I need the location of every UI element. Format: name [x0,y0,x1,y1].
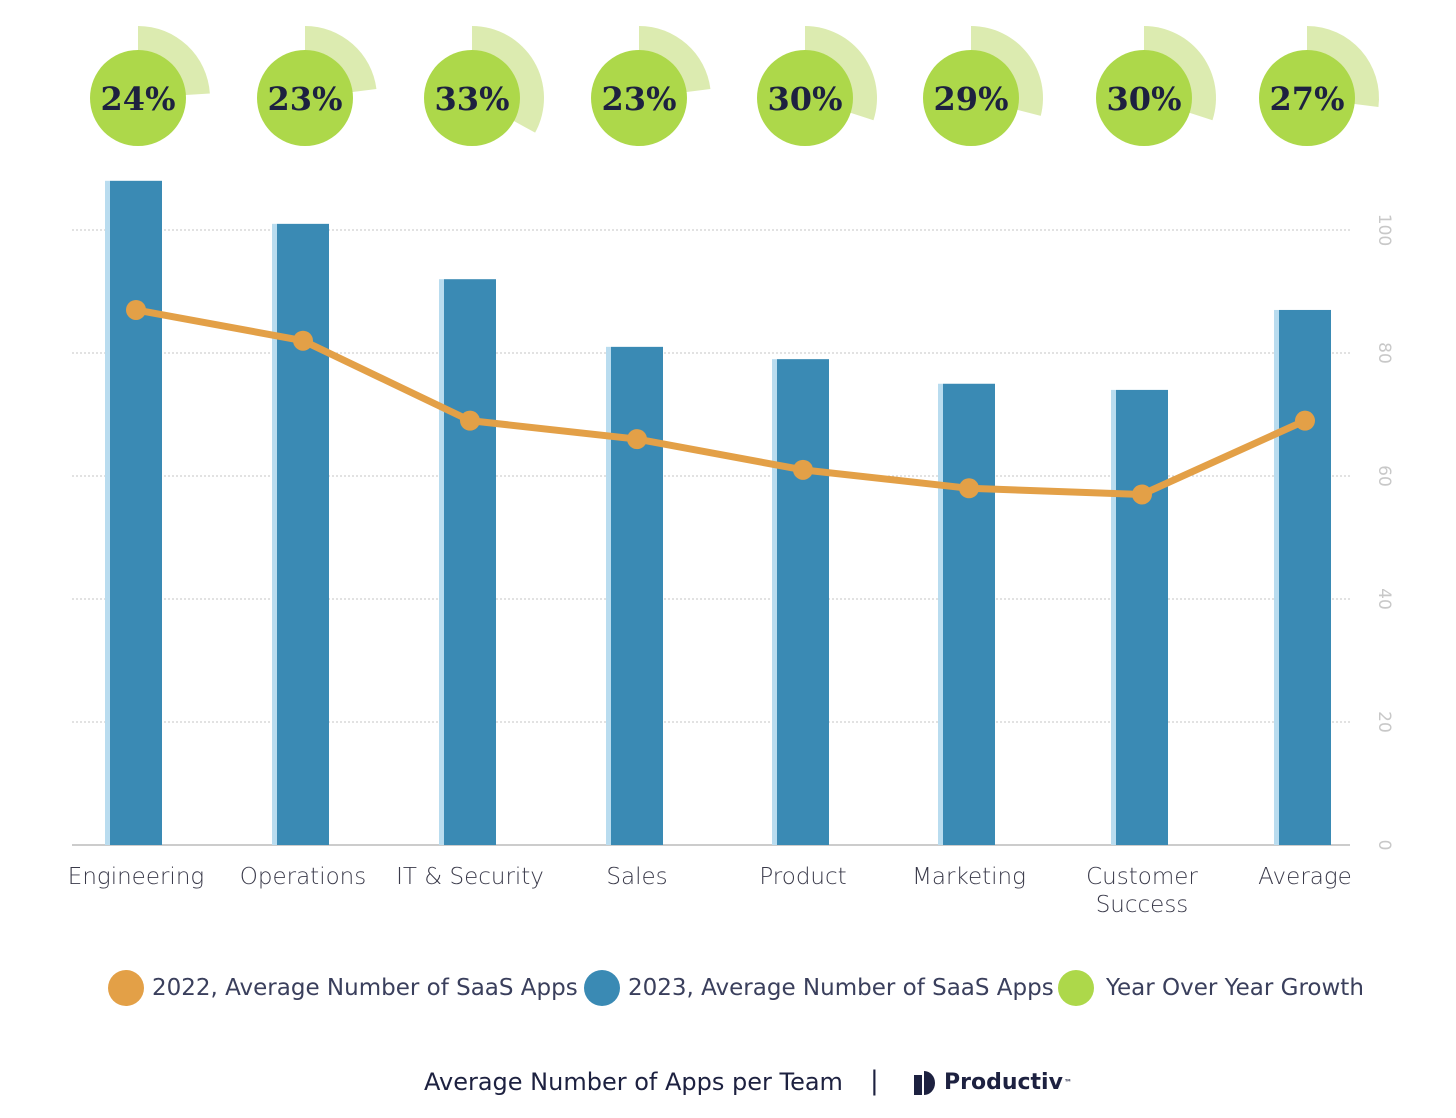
bar-highlight-5 [938,383,943,845]
x-tick-label-0: Engineering [68,864,204,890]
growth-circle-3 [591,50,687,146]
growth-label-6: 30% [1107,80,1182,118]
line-2022-point-2 [460,410,480,431]
line-2022-point-1 [293,330,313,351]
growth-label-1: 23% [268,80,343,118]
brand-name: Productiv [944,1070,1063,1095]
y-tick-label-80: 80 [1374,342,1394,364]
brand-logo: Productiv ™ [914,1070,1072,1095]
bar-2023-1 [277,223,329,846]
line-2022-point-7 [1295,410,1315,431]
productiv-logo-icon [914,1070,935,1095]
legend-item-2022: 2022, Average Number of SaaS Apps [108,968,578,1008]
bar-2023-4 [777,359,829,845]
x-tick-label-6: Customer Success [1086,864,1198,918]
legend-label-growth: Year Over Year Growth [1106,975,1364,1001]
growth-circle-4 [757,50,853,146]
bar-2023-2 [444,279,496,845]
line-2022-point-0 [126,299,146,320]
bar-highlight-1 [272,223,277,846]
footer: Average Number of Apps per Team | Produc… [0,1066,1456,1106]
x-tick-label-3: Sales [606,864,667,890]
y-tick-label-60: 60 [1374,465,1394,487]
line-2022-point-6 [1132,484,1152,505]
growth-circle-0 [90,50,186,146]
x-axis-labels: Engineering Operations IT & Security Sales P… [68,864,1352,918]
legend: 2022, Average Number of SaaS Apps 2023, … [0,968,1456,1008]
growth-indicators: 24% 23% 33% 23% 30% 29% 30% 27% [90,26,1379,146]
growth-label-2: 33% [435,80,510,118]
line-series-2022 [126,299,1315,505]
bar-2023-3 [611,346,663,845]
x-tick-label-5: Marketing [912,864,1026,890]
y-axis-labels: 0 20 40 60 80 100 [1374,214,1394,851]
bar-highlight-3 [606,346,611,845]
legend-label-2023: 2023, Average Number of SaaS Apps [628,975,1054,1001]
y-tick-label-40: 40 [1374,588,1394,610]
growth-circle-2 [424,50,520,146]
growth-circle-1 [257,50,353,146]
growth-label-0: 24% [101,80,176,118]
growth-circle-6 [1096,50,1192,146]
legend-label-2022: 2022, Average Number of SaaS Apps [152,975,578,1001]
legend-swatch-2022 [108,970,144,1006]
bar-highlight-2 [439,279,444,845]
y-tick-label-0: 0 [1374,840,1394,851]
chart: 24% 23% 33% 23% 30% 29% 30% 27% Engineering Oper… [68,26,1394,918]
legend-item-2023: 2023, Average Number of SaaS Apps [584,968,1054,1008]
bar-2023-5 [943,383,995,845]
growth-circle-5 [923,50,1019,146]
legend-item-growth: Year Over Year Growth [1058,968,1364,1008]
footer-separator: | [870,1066,879,1096]
bar-series-2023 [105,180,1331,846]
bar-highlight-7 [1274,309,1279,845]
line-2022-point-3 [627,429,647,450]
line-2022-point-5 [959,478,979,499]
chart-title: Average Number of Apps per Team [424,1068,843,1096]
growth-label-4: 30% [768,80,843,118]
x-tick-label-part: Customer [1086,864,1198,890]
x-tick-label-part: Success [1096,892,1189,918]
bar-highlight-6 [1111,389,1116,845]
y-tick-label-100: 100 [1374,214,1394,246]
x-tick-label-2: IT & Security [396,864,544,890]
line-2022-point-4 [793,459,813,480]
bar-highlight-0 [105,180,110,846]
x-tick-label-1: Operations [240,864,366,890]
legend-swatch-2023 [584,970,620,1006]
bar-2023-6 [1116,389,1168,845]
growth-label-5: 29% [934,80,1009,118]
x-tick-label-4: Product [759,864,846,890]
bar-2023-7 [1279,309,1331,845]
legend-swatch-growth [1058,970,1094,1006]
growth-circle-7 [1259,50,1355,146]
line-2022-path [132,306,1309,498]
growth-label-3: 23% [602,80,677,118]
bar-highlight-4 [772,359,777,845]
growth-label-7: 27% [1270,80,1345,118]
y-tick-label-20: 20 [1374,711,1394,733]
brand-trademark: ™ [1063,1078,1072,1087]
bar-2023-0 [110,180,162,846]
x-tick-label-7: Average [1258,864,1352,890]
